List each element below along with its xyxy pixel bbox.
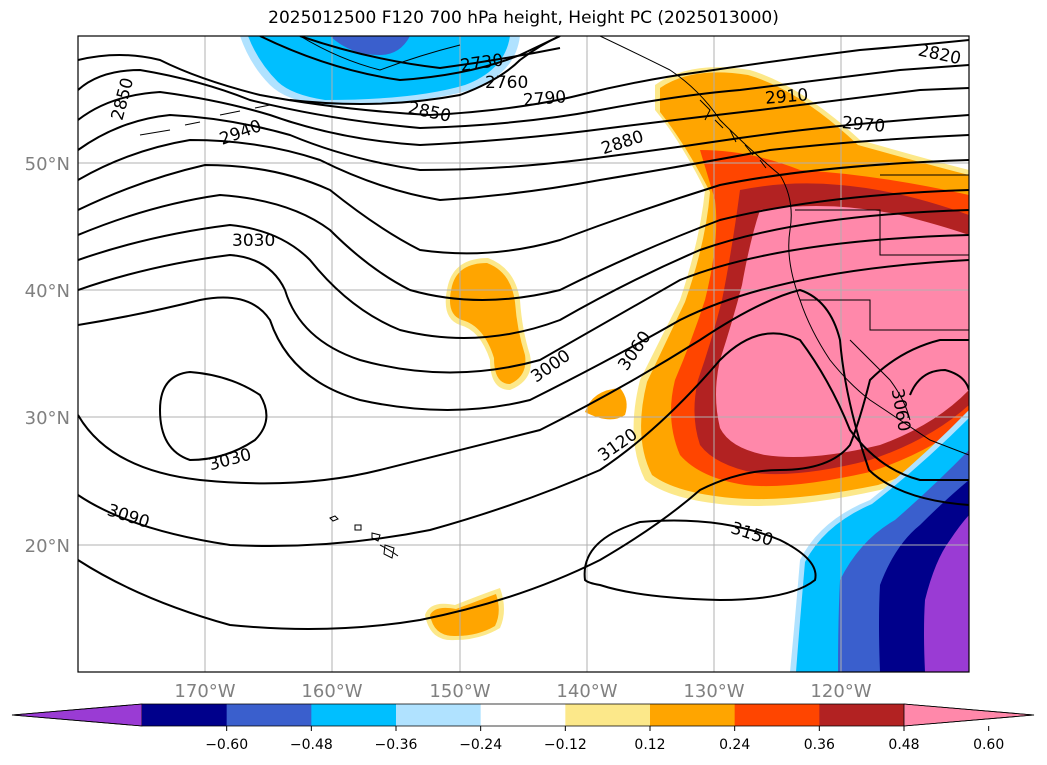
colorbar-tick-label: 0.24 xyxy=(719,737,750,753)
colorbar-tick-label: 0.12 xyxy=(634,737,665,753)
contour-label: 2910 xyxy=(764,85,809,109)
colorbar-outline xyxy=(11,703,1035,727)
contour-label: 3030 xyxy=(232,231,275,251)
colorbar-box xyxy=(142,704,228,726)
contour-label: 2760 xyxy=(485,73,528,93)
map-frame xyxy=(77,35,970,673)
negative-anomaly-south-purple xyxy=(924,515,969,672)
colorbar-box xyxy=(226,704,312,726)
colorbar: −0.60 −0.48 −0.36 −0.24 −0.12 0.12 0.24 0.36 0.4… xyxy=(11,703,1035,753)
colorbar-box xyxy=(480,704,566,726)
lon-label-150w: 150°W xyxy=(429,681,490,702)
colorbar-box xyxy=(734,704,820,726)
lat-label-30n: 30°N xyxy=(25,408,70,429)
coastlines xyxy=(139,36,969,559)
lon-label-130w: 130°W xyxy=(683,681,744,702)
colorbar-extend-low xyxy=(11,703,143,727)
lon-label-120w: 120°W xyxy=(810,681,871,702)
colorbar-box xyxy=(650,704,736,726)
colorbar-tick-label: 0.48 xyxy=(888,737,919,753)
colorbar-tick-label: −0.24 xyxy=(459,737,502,753)
shaded-anomaly-layer: 2730 2760 2790 2820 2850 2850 2880 2910 … xyxy=(78,36,969,672)
colorbar-box xyxy=(311,704,397,726)
colorbar-box xyxy=(565,704,651,726)
positive-anomaly-mid-orange xyxy=(449,263,526,384)
map-title: 2025012500 F120 700 hPa height, Height P… xyxy=(268,8,779,28)
latitude-labels: 50°N 40°N 30°N 20°N xyxy=(25,154,70,557)
contour-label: 2790 xyxy=(522,87,567,111)
colorbar-box xyxy=(819,704,905,726)
colorbar-box xyxy=(396,704,482,726)
colorbar-tick-label: 0.60 xyxy=(973,737,1004,753)
height-contours xyxy=(78,36,969,630)
negative-anomaly-north-core xyxy=(330,36,410,55)
colorbar-extend-high xyxy=(903,703,1035,727)
lat-label-20n: 20°N xyxy=(25,536,70,557)
positive-anomaly-small-blob xyxy=(585,388,627,420)
colorbar-tick-label: −0.60 xyxy=(205,737,248,753)
colorbar-tick-label: −0.48 xyxy=(290,737,333,753)
longitude-labels: 170°W 160°W 150°W 140°W 130°W 120°W xyxy=(174,681,871,702)
lon-label-140w: 140°W xyxy=(556,681,617,702)
positive-anomaly-west-pink xyxy=(716,206,969,458)
contour-label: 2970 xyxy=(841,113,886,137)
colorbar-tick-label: 0.36 xyxy=(804,737,835,753)
lon-label-170w: 170°W xyxy=(174,681,235,702)
lat-label-50n: 50°N xyxy=(25,154,70,175)
lon-label-160w: 160°W xyxy=(301,681,362,702)
colorbar-tick-label: −0.12 xyxy=(544,737,587,753)
colorbar-tick-label: −0.36 xyxy=(375,737,418,753)
negative-anomaly-north-mid xyxy=(248,36,510,100)
lat-label-40n: 40°N xyxy=(25,281,70,302)
